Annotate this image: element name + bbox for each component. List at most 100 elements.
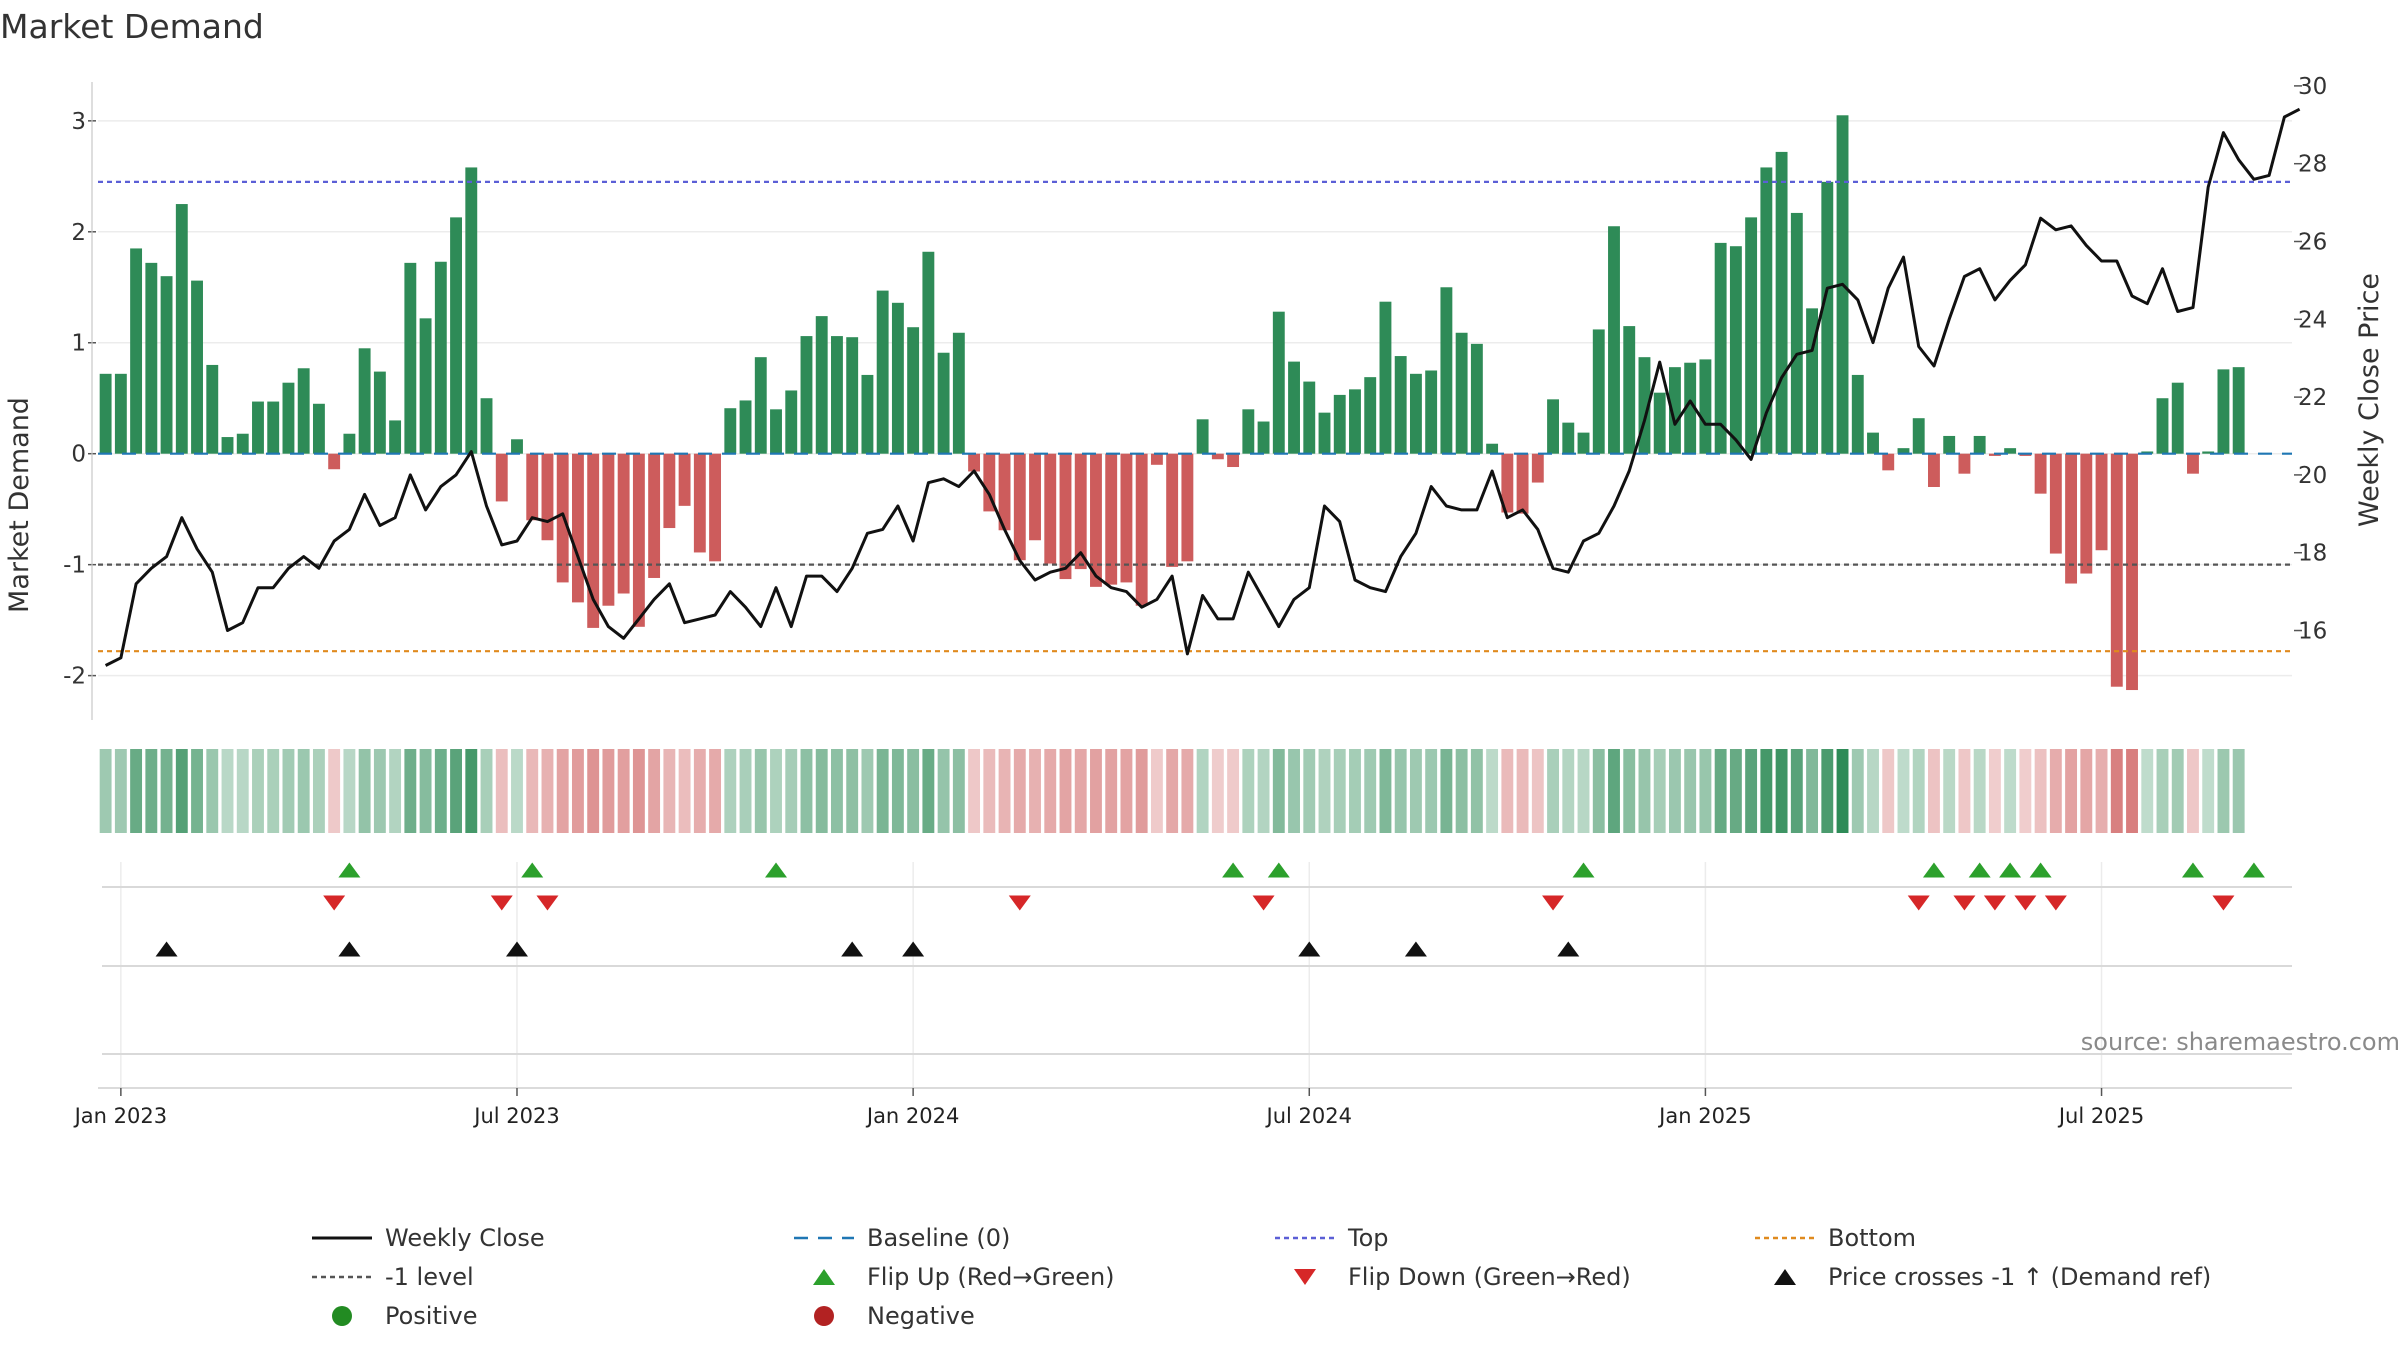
demand-bar: [114, 373, 127, 454]
heat-cell: [2217, 749, 2230, 833]
heat-cell: [2202, 749, 2215, 833]
heat-cell: [1394, 749, 1407, 833]
demand-bar: [1120, 453, 1133, 583]
demand-bar: [1988, 453, 2001, 456]
heat-cell: [1013, 749, 1026, 833]
demand-bar: [511, 439, 523, 454]
heat-cell: [2095, 749, 2108, 833]
demand-bar: [373, 371, 386, 454]
legend-item-minus-one: -1 level: [312, 1263, 474, 1291]
heat-cell: [1958, 749, 1971, 833]
heat-cell: [1044, 749, 1057, 833]
heat-cell: [1211, 749, 1224, 833]
legend-item-weekly-close: Weekly Close: [312, 1224, 545, 1252]
legend-swatch: [1774, 1269, 1796, 1285]
heat-cell: [1196, 749, 1209, 833]
demand-bar: [1135, 453, 1148, 606]
price-cross-marker: [155, 941, 178, 957]
right-axis-label: Weekly Close Price: [2354, 273, 2385, 527]
demand-bar: [831, 336, 843, 454]
heat-cell: [2110, 749, 2123, 833]
demand-bar: [191, 280, 203, 454]
demand-bar: [1090, 453, 1102, 587]
demand-bar: [130, 248, 143, 454]
heat-cell: [160, 749, 173, 833]
heat-cell: [1760, 749, 1773, 833]
legend-label: Weekly Close: [385, 1224, 545, 1252]
demand-bar: [526, 453, 539, 521]
heat-cell: [1501, 749, 1514, 833]
heat-cell: [937, 749, 950, 833]
price-cross-marker: [1298, 941, 1321, 957]
heat-cell: [571, 749, 584, 833]
demand-bar: [1242, 409, 1255, 454]
heat-cell: [1988, 749, 2001, 833]
demand-bar: [1714, 242, 1727, 454]
flip-up-marker: [1222, 862, 1245, 878]
demand-bar: [1409, 373, 1422, 454]
demand-bar: [876, 290, 889, 454]
demand-bar: [1851, 374, 1864, 454]
demand-bar: [160, 276, 173, 454]
demand-bar: [1623, 326, 1636, 454]
left-axis-label: Market Demand: [4, 397, 35, 613]
flip-down-marker: [1983, 895, 2006, 911]
demand-bar: [1013, 453, 1026, 561]
x-axis: Jan 2023 Jul 2023 Jan 2024 Jul 2024 Jan 2025…: [73, 1087, 2292, 1128]
demand-bar: [1227, 453, 1240, 468]
heat-cell: [1425, 749, 1438, 833]
demand-bar: [1867, 432, 1879, 454]
demand-bar: [1364, 377, 1377, 454]
heat-cell: [2065, 749, 2078, 833]
demand-bar: [1272, 311, 1285, 454]
flip-up-marker: [2242, 862, 2265, 878]
heat-cell: [221, 749, 234, 833]
right-tick-label: 18: [2298, 541, 2327, 567]
demand-bar: [434, 261, 447, 454]
demand-bar: [1470, 343, 1483, 454]
heat-cell: [678, 749, 691, 833]
demand-bar: [404, 262, 417, 454]
left-tick-label: -1: [63, 553, 86, 579]
right-tick-label: 22: [2298, 385, 2327, 411]
x-tick-label: Jan 2025: [1657, 1104, 1752, 1128]
demand-bar: [2019, 453, 2032, 456]
legend-label: Flip Up (Red→Green): [867, 1263, 1115, 1291]
demand-bar: [1821, 181, 1834, 454]
heat-cell: [2049, 749, 2062, 833]
demand-bar: [1029, 453, 1041, 541]
heat-cell: [1806, 749, 1819, 833]
heat-cell: [282, 749, 295, 833]
demand-bar: [99, 373, 112, 454]
heat-cell: [1257, 749, 1270, 833]
demand-bar: [1257, 421, 1270, 454]
price-cross-marker: [1557, 941, 1580, 957]
demand-bar: [693, 453, 706, 553]
heat-cell: [785, 749, 798, 833]
legend-item-flip-down: Flip Down (Green→Red): [1294, 1263, 1631, 1291]
demand-bar: [571, 453, 584, 603]
heat-cell: [297, 749, 310, 833]
heat-cell: [1851, 749, 1864, 833]
legend-swatch: [813, 1269, 835, 1285]
heat-cell: [1638, 749, 1651, 833]
demand-bar: [450, 217, 462, 454]
heat-cell: [617, 749, 630, 833]
heat-cell: [2232, 749, 2245, 833]
heat-cell: [114, 749, 127, 833]
heat-cell: [252, 749, 264, 833]
demand-bar: [328, 453, 341, 470]
heat-cell: [891, 749, 904, 833]
demand-bar: [1912, 418, 1925, 454]
flip-up-marker: [1922, 862, 1945, 878]
heat-cell: [800, 749, 813, 833]
demand-bar: [678, 453, 691, 506]
demand-bar: [343, 433, 356, 454]
demand-bar: [1943, 435, 1956, 454]
heat-cell: [602, 749, 615, 833]
x-tick-label: Jan 2024: [865, 1104, 960, 1128]
demand-bar: [1333, 394, 1346, 454]
heat-cell: [526, 749, 539, 833]
heat-cell: [343, 749, 356, 833]
